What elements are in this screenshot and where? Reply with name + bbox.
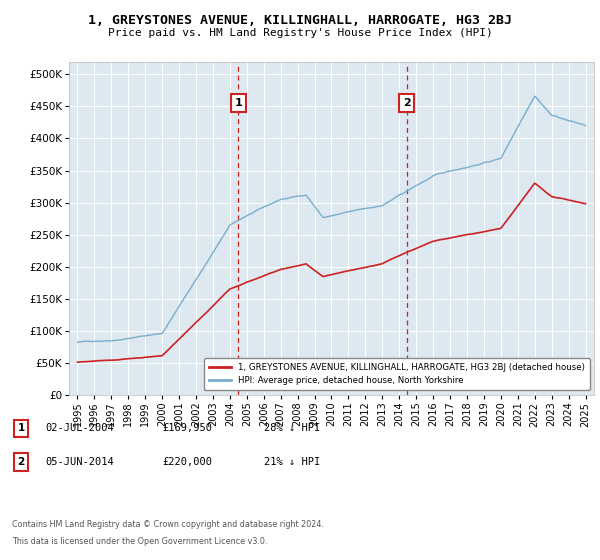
- Text: Price paid vs. HM Land Registry's House Price Index (HPI): Price paid vs. HM Land Registry's House …: [107, 28, 493, 38]
- Text: £169,950: £169,950: [162, 423, 212, 433]
- Text: 21% ↓ HPI: 21% ↓ HPI: [264, 457, 320, 467]
- Text: £220,000: £220,000: [162, 457, 212, 467]
- Text: 05-JUN-2014: 05-JUN-2014: [45, 457, 114, 467]
- Legend: 1, GREYSTONES AVENUE, KILLINGHALL, HARROGATE, HG3 2BJ (detached house), HPI: Ave: 1, GREYSTONES AVENUE, KILLINGHALL, HARRO…: [204, 358, 590, 390]
- Text: 2: 2: [17, 457, 25, 467]
- Text: 1: 1: [17, 423, 25, 433]
- Text: 2: 2: [403, 98, 410, 108]
- Text: 02-JUL-2004: 02-JUL-2004: [45, 423, 114, 433]
- Text: 28% ↓ HPI: 28% ↓ HPI: [264, 423, 320, 433]
- Text: Contains HM Land Registry data © Crown copyright and database right 2024.: Contains HM Land Registry data © Crown c…: [12, 520, 324, 529]
- Text: 1: 1: [235, 98, 242, 108]
- Text: This data is licensed under the Open Government Licence v3.0.: This data is licensed under the Open Gov…: [12, 537, 268, 546]
- Text: 1, GREYSTONES AVENUE, KILLINGHALL, HARROGATE, HG3 2BJ: 1, GREYSTONES AVENUE, KILLINGHALL, HARRO…: [88, 14, 512, 27]
